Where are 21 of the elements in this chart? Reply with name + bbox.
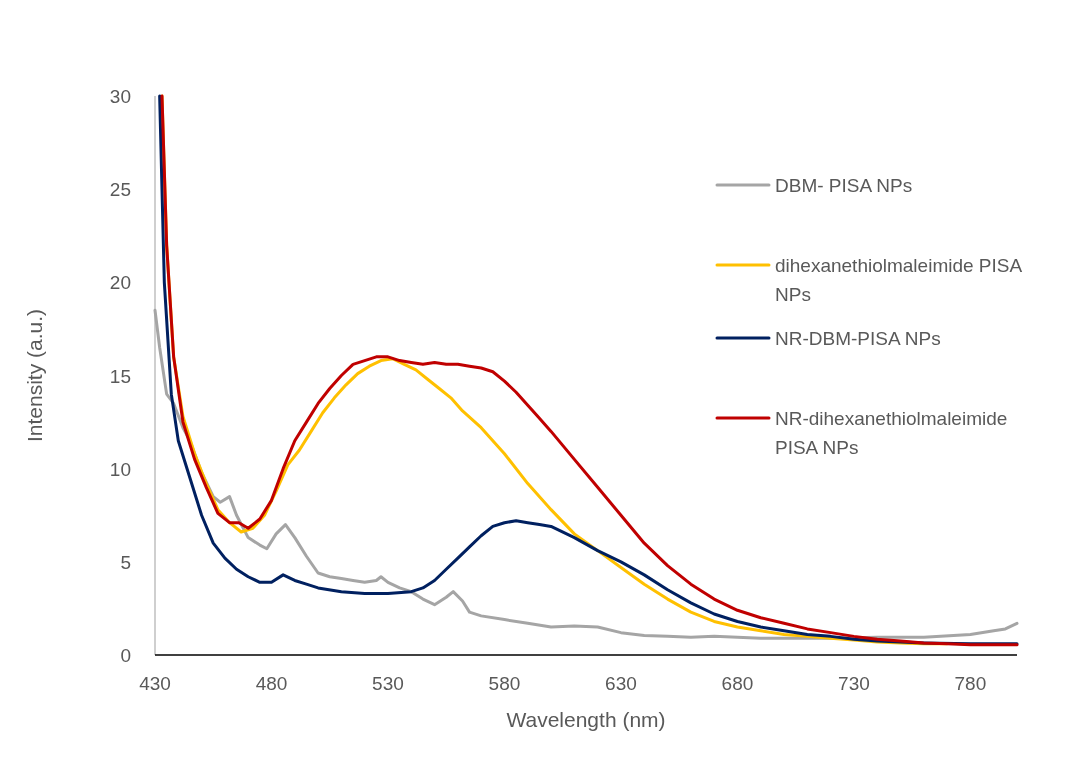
y-tick-label: 20 [109,272,131,294]
x-tick-label: 430 [139,673,171,694]
y-axis-title: Intensity (a.u.) [23,308,46,443]
y-tick-label: 5 [120,551,131,573]
x-tick-label: 530 [372,673,404,694]
y-tick-label: 30 [109,86,131,107]
y-tick-label: 25 [109,179,131,201]
x-tick-label: 580 [488,673,521,694]
x-tick-label: 680 [721,673,754,694]
x-tick-label: 730 [838,673,870,694]
x-tick-label: 480 [255,673,288,694]
legend-label: dihexanethiolmaleimide PISA NPs [775,255,1023,305]
legend-label: NR-dihexanethiolmaleimide PISA NPs [775,408,1008,458]
x-axis-title: Wavelength (nm) [506,708,666,731]
y-tick-label: 0 [120,645,131,666]
y-tick-label: 15 [109,365,131,387]
legend-label: DBM- PISA NPs [775,175,913,196]
x-tick-label: 630 [605,673,637,694]
x-tick-label: 780 [954,673,987,694]
legend-label: NR-DBM-PISA NPs [775,328,941,349]
y-tick-label: 10 [109,458,131,480]
